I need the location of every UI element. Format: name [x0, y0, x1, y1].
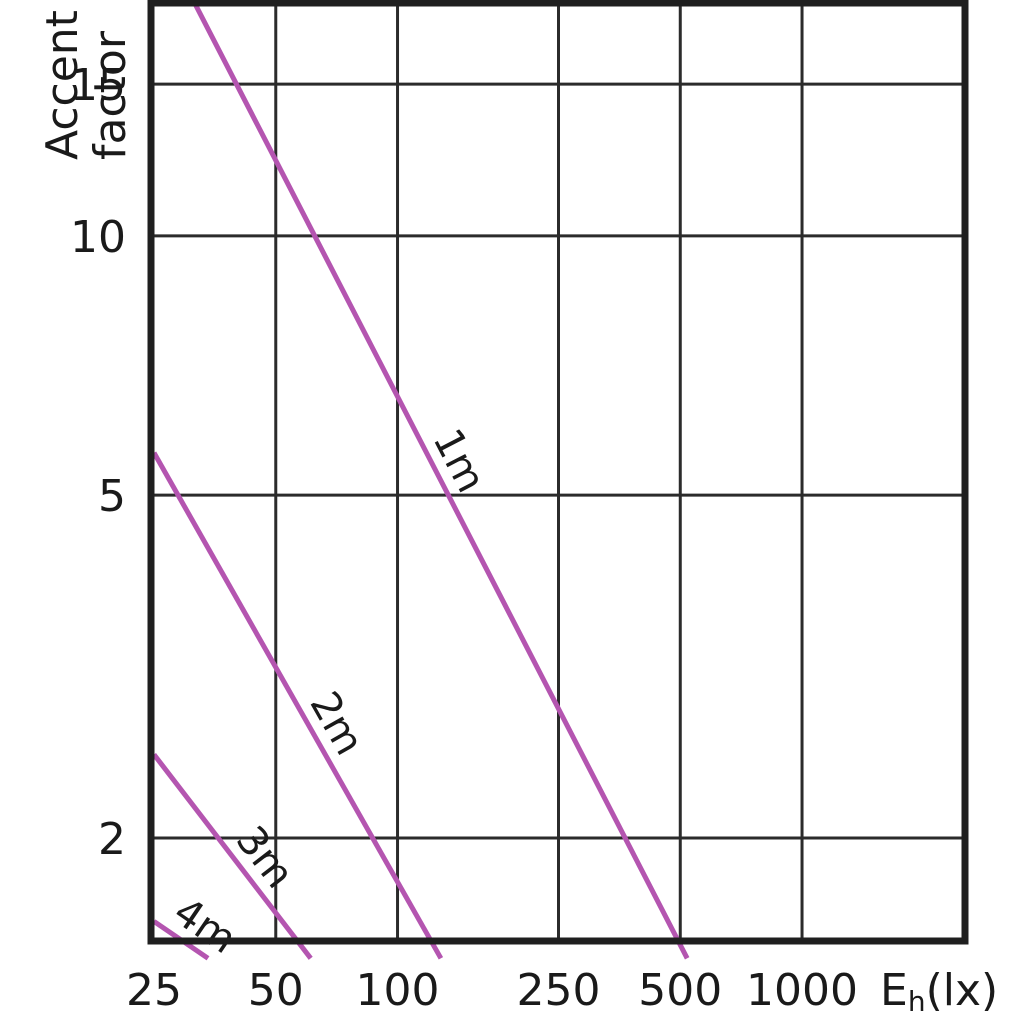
y-tick-label: 5	[98, 471, 126, 522]
series-label-2m: 2m	[301, 684, 373, 763]
y-tick-label: 2	[98, 814, 126, 865]
series-lines	[151, 0, 690, 961]
series-line-2m	[151, 451, 444, 960]
series-label-3m: 3m	[227, 818, 303, 897]
x-axis-title-unit: (lx)	[926, 965, 999, 1016]
x-tick-labels: 25 50 100 250 500 1000	[126, 965, 858, 1016]
y-axis-title-line-1: Accent	[37, 10, 88, 160]
plot-frame	[147, 0, 969, 945]
series-line-3m	[152, 752, 313, 960]
series-label-4m: 4m	[165, 889, 244, 963]
x-tick-label: 25	[126, 965, 182, 1016]
grid	[151, 3, 965, 941]
x-tick-label: 1000	[746, 965, 858, 1016]
y-tick-label: 10	[70, 212, 126, 263]
x-tick-label: 250	[517, 965, 601, 1016]
x-axis-title-main: E	[880, 965, 908, 1016]
x-tick-label: 100	[356, 965, 440, 1016]
x-tick-label: 500	[638, 965, 722, 1016]
x-axis-title-sub: h	[908, 985, 926, 1018]
y-axis-title-line-2: factor	[85, 30, 136, 160]
series-label-1m: 1m	[424, 422, 494, 500]
y-tick-labels: 2510153050100	[70, 60, 126, 865]
x-axis-title: Eh(lx)	[880, 965, 998, 1018]
y-tick-label: 15	[70, 60, 126, 111]
series-line-1m	[190, 0, 690, 960]
x-tick-label: 50	[248, 965, 304, 1016]
